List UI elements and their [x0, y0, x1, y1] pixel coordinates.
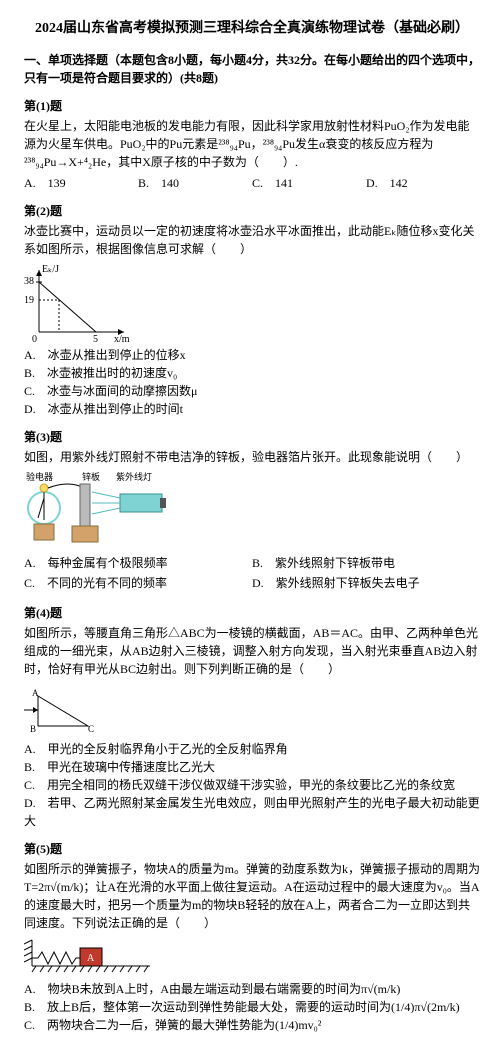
- svg-text:紫外线灯: 紫外线灯: [116, 471, 152, 482]
- q5-choice-b: B. 放上B后，整体第一次运动到弹性势能最大处，需要的运动时间为(1/4)π√(…: [24, 998, 480, 1016]
- q3-choices: A. 每种金属有个极限频率 C. 不同的光有不同的频率 B. 紫外线照射下锌板带…: [24, 552, 480, 594]
- q2-choice-b: B. 冰壶被推出时的初速度v₀: [24, 364, 480, 382]
- svg-text:C: C: [88, 724, 94, 734]
- q1-choice-a: A. 139: [24, 174, 138, 192]
- q3-label: 第(3)题: [24, 428, 480, 446]
- q3-choice-b: B. 紫外线照射下锌板带电: [252, 554, 480, 572]
- q4-figure: A B C: [24, 682, 480, 736]
- q5-body: 如图所示的弹簧振子，物块A的质量为m。弹簧的劲度系数为k，弹簧振子振动的周期为T…: [24, 860, 480, 932]
- svg-text:19: 19: [24, 295, 34, 306]
- q1-label: 第(1)题: [24, 97, 480, 115]
- q5-choice-c: C. 两物块合二为一后，弹簧的最大弹性势能为(1/4)mv₀²: [24, 1016, 480, 1034]
- q2-choice-c: C. 冰壶与冰面间的动摩擦因数μ: [24, 382, 480, 400]
- q4-choice-d: D. 若甲、乙两光照射某金属发生光电效应，则由甲光照射产生的光电子最大初动能更大: [24, 794, 480, 830]
- q5-choices: A. 物块B未放到A上时，A由最左端运动到最右端需要的时间为π√(m/k) B.…: [24, 980, 480, 1034]
- q2-figure: 38 Eₖ/J x/m 5 0 19: [24, 262, 480, 342]
- q4-body: 如图所示，等腰直角三角形△ABC为一棱镜的横截面，AB＝AC。由甲、乙两种单色光…: [24, 624, 480, 678]
- q1-choice-d: D. 142: [366, 174, 480, 192]
- page-title: 2024届山东省高考模拟预测三理科综合全真演练物理试卷（基础必刷）: [24, 18, 480, 39]
- q2-body: 冰壶比赛中，运动员以一定的初速度将冰壶沿水平冰面推出，此动能Eₖ随位移x变化关系…: [24, 222, 480, 258]
- svg-text:5: 5: [93, 334, 98, 342]
- q2-label: 第(2)题: [24, 202, 480, 220]
- svg-text:A: A: [87, 953, 95, 964]
- svg-text:锌板: 锌板: [82, 471, 100, 482]
- svg-text:x/m: x/m: [114, 334, 130, 342]
- svg-text:B: B: [30, 724, 36, 734]
- q1-choice-c: C. 141: [252, 174, 366, 192]
- q3-body: 如图，用紫外线灯照射不带电洁净的锌板，验电器箔片张开。此现象能说明（ ）: [24, 448, 480, 466]
- svg-text:A: A: [32, 688, 39, 698]
- q4-choice-a: A. 甲光的全反射临界角小于乙光的全反射临界角: [24, 740, 480, 758]
- q2-choice-d: D. 冰壶从推出到停止的时间t: [24, 400, 480, 418]
- q5-figure: A: [24, 936, 480, 976]
- svg-text:Eₖ/J: Eₖ/J: [42, 264, 59, 275]
- q2-choices: A. 冰壶从推出到停止的位移x B. 冰壶被推出时的初速度v₀ C. 冰壶与冰面…: [24, 346, 480, 418]
- q4-label: 第(4)题: [24, 604, 480, 622]
- q2-choice-a: A. 冰壶从推出到停止的位移x: [24, 346, 480, 364]
- section-header: 一、单项选择题（本题包含8小题，每小题4分，共32分。在每小题给出的四个选项中，…: [24, 51, 480, 87]
- q4-choices: A. 甲光的全反射临界角小于乙光的全反射临界角 B. 甲光在玻璃中传播速度比乙光…: [24, 740, 480, 830]
- q3-choice-a: A. 每种金属有个极限频率: [24, 554, 252, 572]
- svg-text:0: 0: [32, 334, 37, 342]
- q3-choice-d: D. 紫外线照射下锌板失去电子: [252, 574, 480, 592]
- q1-body: 在火星上，太阳能电池板的发电能力有限，因此科学家用放射性材料PuO₂作为发电能源…: [24, 117, 480, 171]
- q1-choices: A. 139 B. 140 C. 141 D. 142: [24, 174, 480, 192]
- q4-choice-c: C. 用完全相同的杨氏双缝干涉仪做双缝干涉实验，甲光的条纹要比乙光的条纹宽: [24, 776, 480, 794]
- q5-choice-a: A. 物块B未放到A上时，A由最左端运动到最右端需要的时间为π√(m/k): [24, 980, 480, 998]
- q3-choice-c: C. 不同的光有不同的频率: [24, 574, 252, 592]
- q4-choice-b: B. 甲光在玻璃中传播速度比乙光大: [24, 758, 480, 776]
- q5-label: 第(5)题: [24, 840, 480, 858]
- q1-choice-b: B. 140: [138, 174, 252, 192]
- svg-text:验电器: 验电器: [26, 471, 53, 482]
- svg-text:38: 38: [24, 276, 34, 287]
- q3-figure: 验电器 锌板 紫外线灯: [24, 470, 480, 548]
